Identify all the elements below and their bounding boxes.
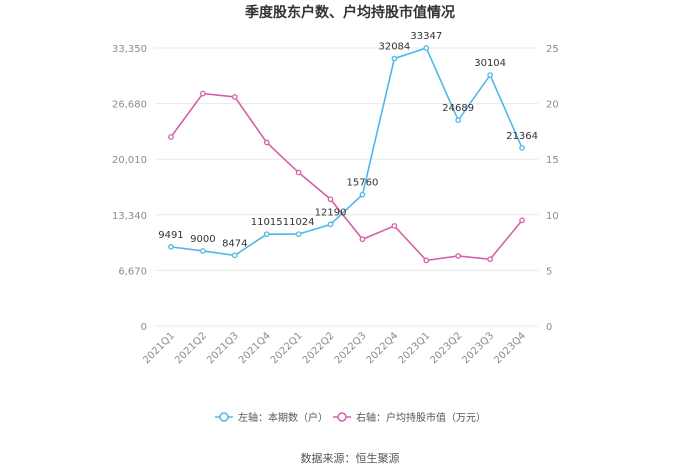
series-point-1 — [327, 221, 334, 228]
series-point-1 — [487, 72, 493, 78]
x-tick-label: 2023Q4 — [492, 330, 528, 366]
source-note: 数据来源：恒生聚源 — [301, 451, 400, 465]
data-label: 24689 — [442, 103, 474, 114]
series-line-1 — [170, 47, 523, 257]
series-point-1 — [423, 45, 430, 51]
series-point-1 — [455, 117, 462, 124]
y-left-tick-label: 6,670 — [118, 266, 147, 277]
data-label: 33347 — [410, 31, 442, 42]
data-label: 30104 — [474, 58, 506, 69]
grid — [155, 47, 538, 327]
x-tick-label: 2022Q3 — [333, 330, 369, 366]
x-tick-label: 2021Q4 — [237, 330, 273, 366]
data-label: 9000 — [190, 234, 215, 245]
y-left-tick-label: 26,680 — [112, 100, 147, 111]
series-point-1 — [295, 231, 302, 237]
data-label: 12190 — [315, 207, 347, 218]
legend-swatch-marker — [337, 412, 347, 422]
legend-swatch-marker — [219, 412, 229, 422]
x-tick-label: 2022Q4 — [365, 330, 401, 366]
series-point-1 — [359, 191, 366, 198]
series-point-2 — [519, 217, 525, 224]
data-label: 11024 — [283, 217, 315, 228]
series-line-2 — [170, 92, 523, 262]
y-left-tick-label: 13,340 — [112, 211, 147, 222]
legend-item-label: 右轴：户均持股市值（万元） — [356, 411, 486, 424]
y-left-tick-label: 20,010 — [112, 155, 147, 166]
x-tick-label: 2021Q1 — [141, 330, 177, 366]
series-point-2 — [263, 139, 270, 146]
x-tick-label: 2023Q2 — [428, 330, 464, 366]
series-point-2 — [391, 223, 398, 229]
series-point-1 — [519, 145, 525, 151]
y-axis-left: 0 6,670 13,340 20,010 26,680 33,350 — [112, 44, 147, 333]
data-label: 15760 — [347, 178, 379, 189]
y-right-tick-label: 0 — [546, 322, 552, 333]
x-tick-label: 2023Q1 — [397, 330, 433, 366]
series-point-2 — [359, 236, 366, 243]
series-point-2 — [423, 257, 430, 264]
y-right-tick-label: 5 — [546, 266, 552, 277]
series-point-2 — [327, 196, 334, 203]
series-point-2 — [168, 134, 174, 140]
y-axis-right: 0 5 10 15 20 25 — [546, 44, 559, 333]
chart-title: 季度股东户数、户均持股市值情况 — [244, 4, 455, 21]
data-label: 9491 — [158, 230, 183, 241]
series-point-2 — [231, 94, 238, 100]
series-point-2 — [200, 90, 206, 97]
y-left-tick-label: 0 — [141, 322, 147, 333]
series-point-2 — [455, 253, 462, 259]
data-label: 11015 — [251, 217, 283, 228]
legend[interactable]: 左轴：本期数（户） 右轴：户均持股市值（万元） — [215, 411, 486, 424]
x-tick-label: 2021Q3 — [205, 330, 241, 366]
series-point-1 — [200, 248, 206, 254]
legend-item-label: 左轴：本期数（户） — [238, 411, 328, 424]
x-tick-label: 2023Q3 — [460, 330, 496, 366]
series-group — [168, 45, 525, 264]
series-point-1 — [231, 252, 238, 259]
data-label: 21364 — [506, 131, 538, 142]
x-tick-label: 2022Q1 — [269, 330, 305, 366]
x-tick-label: 2021Q2 — [173, 330, 209, 366]
series-point-1 — [168, 244, 174, 250]
data-label: 32084 — [378, 42, 410, 53]
series-point-2 — [295, 169, 302, 176]
y-right-tick-label: 20 — [546, 100, 559, 111]
series-point-1 — [263, 231, 270, 238]
y-right-tick-label: 15 — [546, 155, 559, 166]
x-tick-label: 2022Q2 — [301, 330, 337, 366]
series-point-1 — [391, 55, 398, 62]
y-right-tick-label: 10 — [546, 211, 559, 222]
y-right-tick-label: 25 — [546, 44, 559, 55]
series-point-2 — [487, 256, 493, 263]
data-label: 8474 — [222, 238, 247, 249]
y-left-tick-label: 33,350 — [112, 44, 147, 55]
x-axis: 2021Q12021Q22021Q32021Q42022Q12022Q22022… — [141, 330, 528, 366]
